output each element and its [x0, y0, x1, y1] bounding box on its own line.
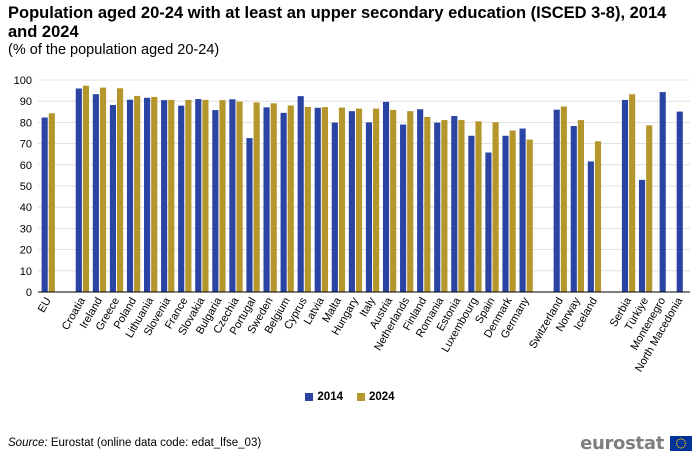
- bar-2024: [509, 130, 516, 292]
- bar-2014: [109, 105, 117, 293]
- bar-2024: [304, 106, 311, 292]
- bar-2024: [117, 88, 124, 292]
- bar-2024: [475, 121, 482, 292]
- bar-2014: [519, 128, 526, 292]
- bar-2014: [331, 122, 338, 292]
- bar-2014: [297, 96, 304, 292]
- source-note: Source: Eurostat (online data code: edat…: [8, 437, 261, 449]
- bar-2024: [458, 120, 465, 293]
- bar-2024: [338, 107, 346, 292]
- source-text: Eurostat (online data code: edat_lfse_03…: [47, 437, 262, 449]
- bar-2024: [321, 107, 328, 292]
- y-tick-label: 30: [20, 223, 32, 235]
- y-tick-label: 100: [14, 75, 32, 87]
- chart-title: Population aged 20-24 with at least an u…: [8, 4, 667, 41]
- bar-2014: [570, 126, 577, 292]
- bar-2024: [407, 111, 414, 292]
- bar-2024: [287, 105, 294, 292]
- y-tick-label: 10: [20, 266, 32, 278]
- bar-2024: [168, 99, 175, 292]
- bar-2024: [134, 95, 141, 293]
- bar-2014: [417, 109, 424, 292]
- bar-2024: [253, 102, 260, 292]
- bar-2014: [553, 109, 560, 293]
- legend-item-2014: 2014: [305, 391, 343, 403]
- y-tick-label: 60: [20, 160, 32, 172]
- bar-2014: [365, 122, 373, 293]
- bar-2014: [178, 105, 185, 292]
- bar-2024: [236, 101, 243, 293]
- y-tick-label: 0: [26, 287, 32, 299]
- bar-2014: [451, 116, 458, 292]
- legend-item-2024: 2024: [357, 391, 395, 403]
- bar-2024: [355, 108, 363, 293]
- eu-flag-icon: [670, 436, 692, 451]
- bar-2014: [144, 97, 151, 292]
- bar-2024: [629, 94, 636, 292]
- legend-label-2024: 2024: [369, 391, 395, 403]
- bar-2014: [621, 99, 629, 292]
- bar-2024: [202, 99, 209, 292]
- bar-2014: [348, 111, 355, 292]
- bar-2024: [441, 120, 448, 293]
- legend-swatch-2014: [305, 393, 314, 401]
- legend-label-2014: 2014: [317, 391, 343, 403]
- y-tick-label: 20: [20, 245, 32, 257]
- bar-2014: [41, 117, 48, 292]
- y-tick-label: 70: [20, 139, 32, 151]
- legend-swatch-2024: [357, 393, 365, 401]
- bar-2024: [99, 87, 107, 293]
- bar-2014: [400, 124, 407, 293]
- bar-2024: [219, 100, 226, 292]
- bars: [41, 85, 683, 293]
- bar-2024: [594, 141, 602, 292]
- bar-2014: [92, 94, 99, 292]
- bar-2024: [48, 113, 55, 292]
- bar-2014: [676, 111, 683, 292]
- bar-2014: [659, 92, 666, 292]
- bar-2014: [314, 107, 321, 292]
- bar-2014: [126, 99, 134, 292]
- bar-2014: [502, 135, 509, 292]
- bar-2014: [485, 152, 492, 292]
- bar-2024: [151, 96, 158, 293]
- bar-2014: [75, 88, 82, 292]
- legend: 2014 2024: [0, 391, 700, 403]
- bar-2024: [424, 116, 431, 292]
- bar-2024: [373, 108, 380, 293]
- y-tick-label: 50: [20, 181, 32, 193]
- bar-2014: [638, 179, 646, 292]
- bar-2024: [492, 122, 499, 292]
- bar-2014: [246, 138, 253, 292]
- y-tick-label: 40: [20, 202, 32, 214]
- bar-2014: [195, 99, 202, 292]
- y-tick-label: 80: [20, 117, 32, 129]
- x-tick-label: EU: [36, 295, 54, 314]
- bar-2014: [587, 161, 594, 292]
- bar-2024: [82, 85, 90, 292]
- logo-text: eurostat: [580, 433, 664, 454]
- bar-2014: [212, 110, 219, 292]
- bar-2024: [185, 99, 192, 292]
- bar-2014: [280, 112, 287, 292]
- bar-2014: [468, 135, 475, 292]
- bar-2014: [382, 101, 390, 292]
- bar-2014: [161, 100, 168, 292]
- y-tick-label: 90: [20, 96, 32, 108]
- bar-2014: [229, 99, 236, 293]
- bar-2024: [526, 139, 533, 292]
- bar-2024: [577, 120, 584, 293]
- bar-2024: [560, 106, 567, 292]
- bar-2014: [263, 107, 270, 293]
- bar-2024: [646, 125, 653, 292]
- bar-2024: [390, 109, 397, 292]
- chart-subtitle: (% of the population aged 20-24): [8, 42, 220, 58]
- bar-2024: [270, 103, 277, 292]
- source-label: Source:: [8, 437, 48, 449]
- eurostat-logo: eurostat: [580, 433, 692, 454]
- bar-2014: [434, 122, 441, 292]
